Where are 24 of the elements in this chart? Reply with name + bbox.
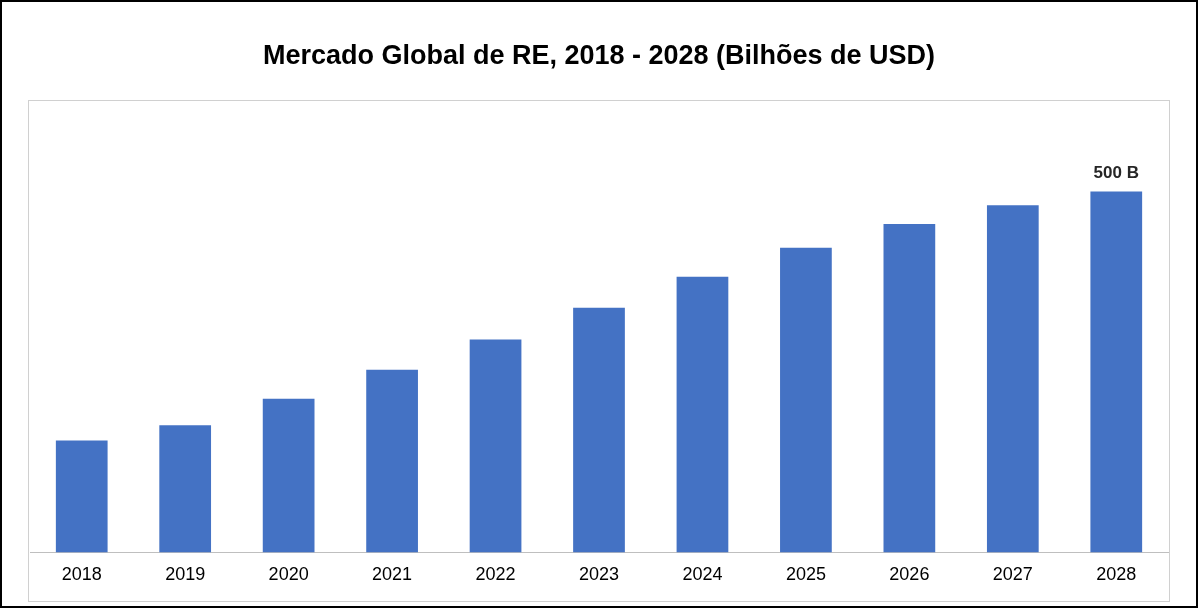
bar [55, 440, 108, 553]
bar [573, 307, 625, 553]
bar [883, 224, 936, 553]
x-tick-label: 2022 [475, 564, 516, 585]
chart-title: Mercado Global de RE, 2018 - 2028 (Bilhões de USD) [262, 39, 936, 70]
bar [1090, 191, 1143, 553]
x-tick-label: 2024 [682, 564, 723, 585]
x-tick-label: 2018 [61, 564, 102, 585]
x-tick-label: 2028 [1096, 564, 1137, 585]
x-tick-label: 2023 [578, 564, 620, 585]
x-tick-label: 2019 [165, 564, 206, 585]
x-tick-label: 2026 [889, 564, 930, 585]
data-label: 500 B [1093, 162, 1139, 182]
x-tick-label: 2025 [785, 564, 826, 585]
bar [780, 247, 832, 553]
bar [366, 369, 418, 553]
bar [469, 339, 522, 553]
bar [262, 398, 315, 553]
bar [159, 425, 212, 553]
x-tick-label: 2020 [268, 564, 309, 585]
x-tick-label: 2021 [372, 564, 413, 585]
bar [986, 205, 1039, 553]
x-tick-label: 2027 [992, 564, 1033, 585]
bar [676, 276, 729, 553]
